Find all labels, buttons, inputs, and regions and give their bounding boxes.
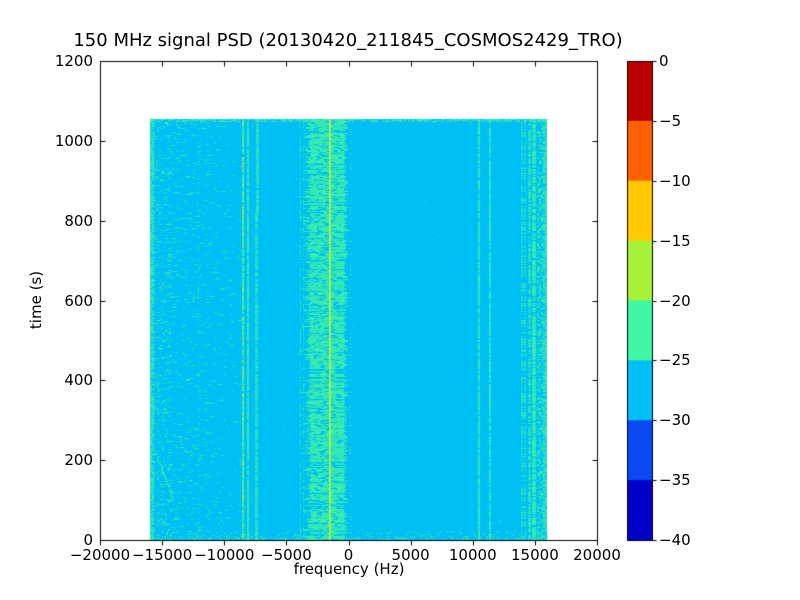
y-axis-label: time (s) xyxy=(27,270,45,330)
colorbar-tick-label: −10 xyxy=(659,171,691,190)
x-axis-label: frequency (Hz) xyxy=(293,560,405,578)
y-tick-label: 400 xyxy=(64,371,93,390)
x-tick-label: 10000 xyxy=(448,546,497,564)
colorbar-tick-label: −5 xyxy=(659,111,682,130)
x-tick-label: −10000 xyxy=(194,546,255,564)
x-tick-label: 20000 xyxy=(573,546,621,564)
x-tick-label: −5000 xyxy=(261,546,312,564)
colorbar-tick-label: −30 xyxy=(659,411,691,430)
y-tick-label: 200 xyxy=(64,451,93,470)
x-tick-label: −20000 xyxy=(69,546,131,564)
colorbar-tick-label: −35 xyxy=(659,471,691,490)
x-tick-label: 0 xyxy=(343,546,354,564)
y-tick-label: 1000 xyxy=(54,131,93,150)
y-tick-label: 600 xyxy=(64,291,93,310)
x-tick-label: 5000 xyxy=(391,546,430,564)
plot-title: 150 MHz signal PSD (20130420_211845_COSM… xyxy=(73,30,623,51)
y-tick-label: 800 xyxy=(64,211,93,230)
colorbar-tick-label: 0 xyxy=(659,52,669,70)
colorbar-tick-label: −40 xyxy=(659,531,691,549)
colorbar-tick-label: −20 xyxy=(659,291,691,310)
y-tick-label: 1200 xyxy=(54,52,93,70)
colorbar-tick-label: −15 xyxy=(659,231,691,250)
x-tick-label: 15000 xyxy=(511,546,559,564)
x-tick-label: −15000 xyxy=(131,546,193,564)
y-tick-label: 0 xyxy=(83,531,93,549)
colorbar-tick-label: −25 xyxy=(659,351,691,370)
